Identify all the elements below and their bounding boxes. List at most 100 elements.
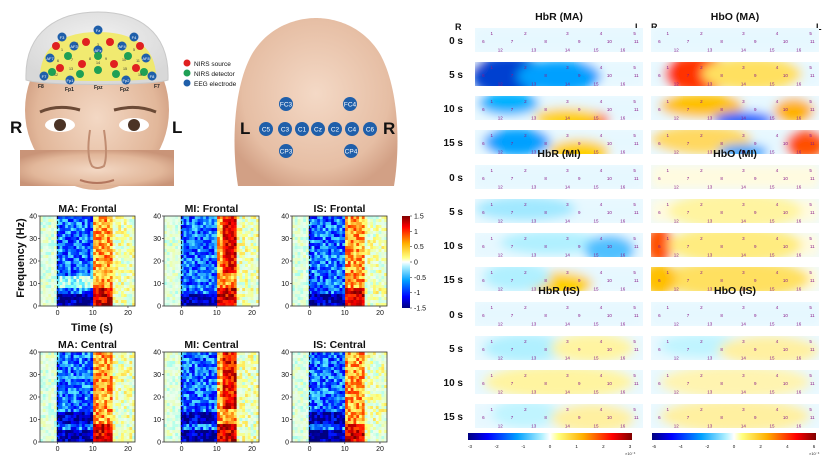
channel-number: 16 xyxy=(620,116,626,121)
channel-number: 3 xyxy=(742,270,745,275)
channel-number: 16 xyxy=(620,185,626,190)
channel-number: 16 xyxy=(796,390,802,395)
channel-number: 14 xyxy=(741,424,747,429)
front-nirs-channel-number: 16 xyxy=(138,73,142,77)
channel-number: 8 xyxy=(720,141,723,146)
legend-nirs-detector-dot xyxy=(183,69,191,77)
channel-number: 13 xyxy=(531,356,537,361)
channel-number: 14 xyxy=(565,185,571,190)
channel-number: 3 xyxy=(566,168,569,173)
channel-number: 15 xyxy=(593,150,599,155)
channel-number: 13 xyxy=(531,253,537,258)
channel-number: 7 xyxy=(511,39,514,44)
channel-number: 13 xyxy=(707,185,713,190)
front-nirs-source xyxy=(106,38,114,46)
channel-number: 5 xyxy=(633,65,636,70)
channel-number: 15 xyxy=(769,219,775,224)
hemisphere-label-left: L xyxy=(635,22,641,32)
x-tick-label: 20 xyxy=(376,446,384,453)
channel-number: 4 xyxy=(600,133,603,138)
x-tick-label: 0 xyxy=(308,446,312,453)
channel-number: 14 xyxy=(565,322,571,327)
front-nirs-detector xyxy=(94,52,102,60)
back-left-side-label: L xyxy=(240,119,250,138)
channel-number: 6 xyxy=(482,107,485,112)
front-right-side-label: R xyxy=(10,118,22,137)
channel-number: 14 xyxy=(741,48,747,53)
y-tick-label: 10 xyxy=(29,417,37,424)
channel-number: 1 xyxy=(491,168,494,173)
channel-number: 2 xyxy=(700,99,703,104)
front-nirs-detector xyxy=(140,68,148,76)
channel-number: 6 xyxy=(658,39,661,44)
channel-number: 4 xyxy=(600,168,603,173)
channel-number: 10 xyxy=(607,278,613,283)
channel-number: 12 xyxy=(498,185,504,190)
channel-number: 5 xyxy=(809,133,812,138)
x-tick-label: 0 xyxy=(56,310,60,317)
channel-number: 14 xyxy=(741,356,747,361)
channel-number: 15 xyxy=(593,424,599,429)
front-nirs-channel-number: 14 xyxy=(96,61,100,65)
channel-number: 2 xyxy=(700,31,703,36)
channel-number: 8 xyxy=(720,176,723,181)
channel-number: 6 xyxy=(482,73,485,78)
channel-number: 14 xyxy=(565,116,571,121)
channel-number: 10 xyxy=(783,244,789,249)
front-visible-labels: F8 Fp1 Fpz Fp2 F7 xyxy=(38,84,160,93)
channel-number: 7 xyxy=(687,278,690,283)
channel-number: 14 xyxy=(741,185,747,190)
channel-number: 15 xyxy=(593,185,599,190)
channel-number: 2 xyxy=(524,65,527,70)
front-eeg-electrode xyxy=(147,71,157,81)
channel-number: 14 xyxy=(741,287,747,292)
channel-number: 2 xyxy=(700,202,703,207)
channel-number: 6 xyxy=(482,415,485,420)
front-nirs-detector xyxy=(124,52,132,60)
spectrogram-panel: IS: Central 40 30 20 10 0 0 10 20 xyxy=(281,339,388,453)
channel-number: 11 xyxy=(810,347,815,352)
channel-number: 13 xyxy=(707,116,713,121)
channel-number: 10 xyxy=(607,73,613,78)
x-tick-label: 10 xyxy=(341,310,349,317)
channel-number: 16 xyxy=(620,48,626,53)
channel-number: 16 xyxy=(796,356,802,361)
channel-number: 8 xyxy=(720,313,723,318)
y-tick-label: 40 xyxy=(29,350,37,357)
channel-number: 6 xyxy=(658,73,661,78)
back-eeg-electrode xyxy=(279,144,293,158)
y-tick-label: 10 xyxy=(281,417,289,424)
channel-number: 10 xyxy=(607,415,613,420)
front-nirs-channel-number: 2 xyxy=(76,42,78,46)
channel-number: 9 xyxy=(754,415,757,420)
channel-number: 15 xyxy=(769,424,775,429)
channel-number: 2 xyxy=(524,133,527,138)
channel-number: 12 xyxy=(674,150,680,155)
back-eeg-electrode-label: CP4 xyxy=(345,148,358,155)
channel-number: 5 xyxy=(633,339,636,344)
front-nirs-source xyxy=(78,60,86,68)
x-tick-label: 20 xyxy=(124,310,132,317)
channel-number: 16 xyxy=(796,287,802,292)
back-eeg-electrode xyxy=(345,122,359,136)
channel-number: 10 xyxy=(607,176,613,181)
channel-number: 13 xyxy=(707,48,713,53)
channel-number: 11 xyxy=(810,244,815,249)
channel-number: 12 xyxy=(498,390,504,395)
time-label: 5 s xyxy=(449,344,463,355)
channel-number: 13 xyxy=(707,253,713,258)
channel-number: 4 xyxy=(776,270,779,275)
spectrogram-panel: IS: Frontal 40 30 20 10 0 0 10 20 xyxy=(281,203,388,317)
channel-number: 6 xyxy=(658,107,661,112)
channel-number: 2 xyxy=(700,339,703,344)
channel-number: 3 xyxy=(742,65,745,70)
front-eeg-electrode-label: Fp1 xyxy=(67,78,75,83)
channel-number: 9 xyxy=(754,313,757,318)
front-nirs-source xyxy=(52,42,60,50)
channel-number: 10 xyxy=(783,107,789,112)
y-tick-label: 0 xyxy=(157,304,161,311)
